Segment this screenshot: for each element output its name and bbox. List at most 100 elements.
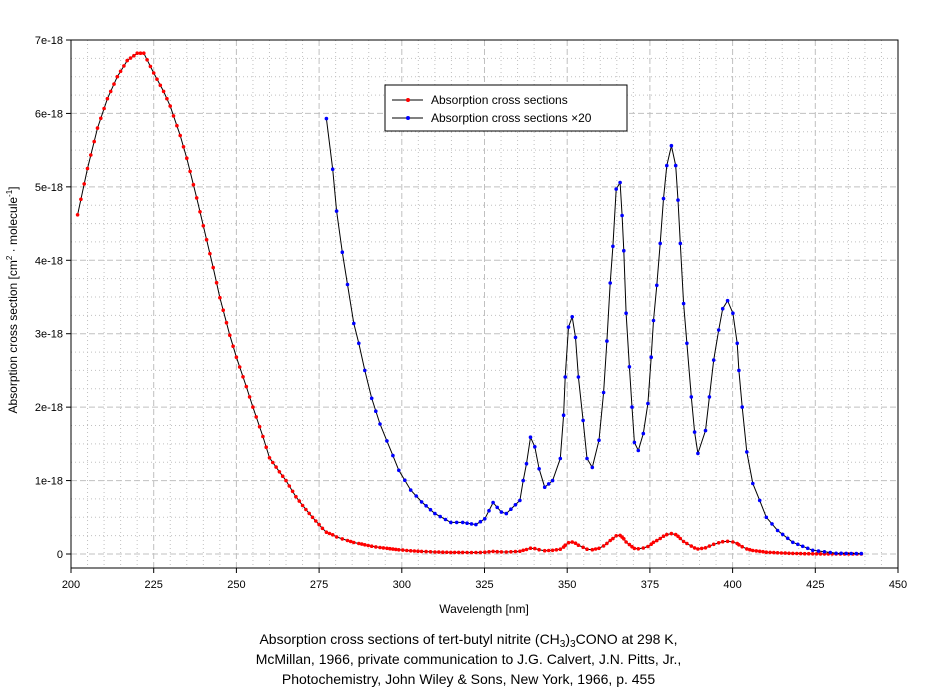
series-absorption-x20-point: [735, 341, 739, 346]
series-absorption-point: [678, 536, 683, 541]
series-absorption-point: [168, 104, 172, 108]
series-absorption-x20-point: [414, 494, 419, 498]
series-absorption-point: [783, 551, 787, 555]
series-absorption-point: [317, 522, 321, 527]
x-tick-label: 225: [145, 579, 163, 591]
series-absorption-point: [483, 550, 487, 554]
series-absorption-x20-point: [469, 522, 474, 526]
x-tick-label: 275: [310, 579, 328, 591]
series-absorption-point: [740, 544, 744, 549]
series-absorption-point: [95, 126, 100, 130]
series-absorption-point: [605, 541, 609, 546]
series-absorption-point: [366, 543, 371, 548]
series-absorption-point: [208, 251, 212, 256]
series-absorption-point: [105, 96, 110, 101]
series-absorption-point: [456, 550, 461, 555]
series-absorption-point: [768, 550, 772, 555]
series-absorption-point: [320, 526, 325, 531]
series-absorption-point: [601, 544, 606, 548]
series-absorption-x20-point: [731, 311, 735, 316]
series-absorption-point: [191, 182, 196, 187]
series-absorption-x20-point: [330, 167, 335, 171]
series-absorption-x20-point: [608, 281, 612, 285]
series-absorption-point: [381, 546, 386, 550]
series-absorption-point: [158, 83, 163, 88]
series-absorption-point: [274, 465, 278, 469]
series-absorption-point: [388, 546, 392, 551]
series-absorption-point: [810, 552, 815, 556]
x-tick-label: 400: [723, 579, 741, 591]
series-absorption-x20-point: [518, 498, 522, 503]
series-absorption-x20-point: [800, 544, 805, 549]
series-absorption-point: [369, 544, 374, 548]
legend-label-series-2: Absorption cross sections ×20: [431, 111, 592, 125]
series-absorption-point: [570, 540, 574, 544]
series-absorption-x20-point: [696, 451, 700, 456]
series-absorption-x20-point: [374, 409, 378, 414]
legend-label-series-1: Absorption cross sections: [431, 93, 568, 107]
axis-ticks: 200 225 250 275 300 325 350 375 400 425 450 0 1e-18 2…: [35, 35, 907, 591]
series-absorption-point: [775, 551, 780, 555]
series-absorption-x20-point: [408, 488, 413, 492]
series-absorption-point: [92, 139, 96, 144]
series-absorption-point: [297, 499, 302, 503]
x-tick-label: 325: [475, 579, 493, 591]
series-absorption-x20-point: [620, 213, 624, 218]
series-absorption-point: [79, 197, 83, 202]
series-absorption-point: [424, 549, 428, 554]
series-absorption-x20-line: [325, 118, 862, 555]
series-absorption-x20-point: [805, 546, 810, 551]
series-absorption-point: [791, 551, 795, 556]
series-absorption-point: [806, 551, 811, 556]
caption-line-2: McMillan, 1966, private communication to…: [255, 651, 682, 667]
series-absorption-x20-point: [703, 428, 708, 433]
series-absorption-point: [590, 547, 595, 552]
series-absorption-x20-point: [499, 510, 504, 514]
series-absorption-point: [550, 548, 555, 553]
series-absorption-point: [614, 534, 618, 538]
series-absorption-point: [397, 548, 401, 552]
series-absorption-point: [745, 547, 749, 551]
series-absorption-point: [661, 534, 666, 538]
series-absorption-x20-point: [751, 481, 755, 486]
series-absorption-point: [528, 546, 533, 550]
series-absorption-x20-point: [632, 440, 637, 445]
series-absorption-x20-point: [460, 520, 465, 525]
series-absorption-point: [772, 550, 776, 555]
series-absorption-point: [504, 550, 509, 554]
series-absorption-x20-point: [403, 478, 407, 483]
series-absorption-point: [161, 89, 166, 94]
series-absorption-x20-point: [716, 328, 721, 332]
series-absorption-x20-point: [570, 315, 574, 319]
series-absorption-point: [345, 538, 350, 543]
series-absorption-point: [330, 533, 335, 537]
series-absorption-point: [224, 320, 229, 325]
series-absorption-point: [112, 82, 116, 86]
series-absorption-x20-point: [636, 448, 641, 453]
series-absorption-point: [622, 537, 626, 541]
series-absorption-point: [231, 344, 235, 349]
series-absorption-x20-point: [581, 418, 585, 423]
series-absorption-point: [125, 58, 129, 63]
series-absorption-point: [128, 56, 133, 60]
series-absorption-x20-point: [816, 549, 821, 553]
series-absorption-point: [751, 548, 755, 553]
series-absorption-x20-point: [576, 375, 581, 379]
series-absorption-point: [171, 114, 176, 118]
series-absorption-x20-point: [685, 341, 689, 346]
series-absorption-point: [757, 549, 762, 554]
series-absorption-x20-point: [669, 143, 674, 148]
series-absorption-x20-point: [433, 511, 437, 516]
series-absorption-point: [585, 547, 589, 551]
x-tick-label: 350: [558, 579, 576, 591]
series-absorption-x20-point: [504, 511, 509, 516]
series-absorption-point: [787, 551, 791, 556]
series-absorption-x20-point: [397, 468, 401, 473]
series-absorption-point: [363, 543, 367, 547]
series-absorption-point: [658, 536, 662, 541]
series-absorption-x20-point: [542, 485, 547, 490]
series-absorption-x20-point: [676, 198, 680, 202]
series-absorption-point: [716, 541, 721, 545]
series-absorption-x20-point: [438, 514, 443, 519]
